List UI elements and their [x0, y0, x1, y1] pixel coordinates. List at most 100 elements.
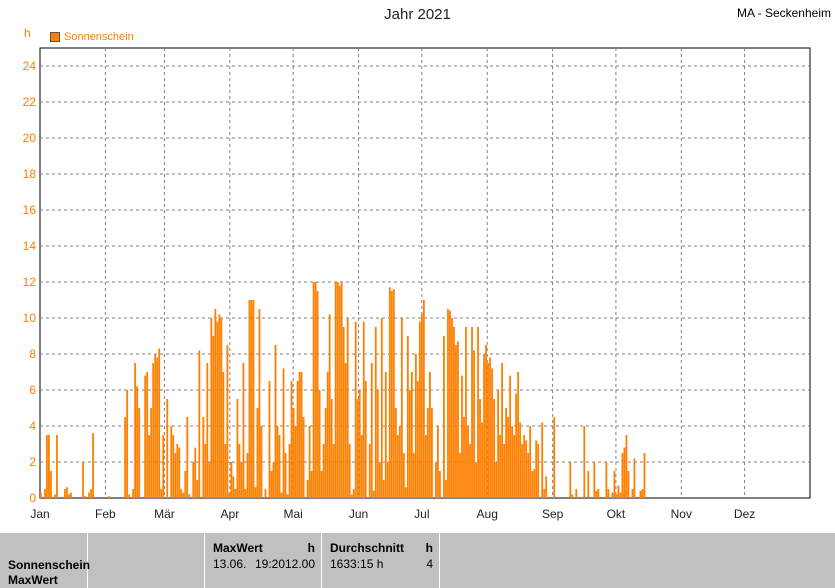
- bar-day-248: [535, 440, 538, 498]
- bar-day-160: [358, 390, 361, 498]
- legend-swatch: [50, 32, 60, 42]
- bar-day-287: [613, 471, 616, 498]
- bar-day-143: [324, 408, 327, 498]
- bar-day-159: [356, 399, 359, 498]
- bar-day-128: [294, 426, 297, 498]
- bar-day-70: [178, 447, 181, 498]
- bar-day-199: [437, 426, 439, 498]
- bar-day-1: [40, 492, 42, 498]
- bar-day-68: [174, 453, 177, 498]
- bar-day-158: [354, 321, 357, 498]
- bar-day-130: [298, 372, 301, 498]
- x-tick-label: Mai: [283, 507, 303, 521]
- bar-day-134: [306, 480, 309, 498]
- bar-day-278: [595, 490, 598, 498]
- bar-day-69: [176, 444, 179, 498]
- legend-label: Sonnenschein: [64, 31, 134, 43]
- bar-day-251: [541, 422, 544, 498]
- bar-day-105: [248, 300, 251, 498]
- maxwert-date: 13.06.: [213, 557, 247, 571]
- bar-day-206: [451, 318, 453, 498]
- bar-day-212: [463, 417, 465, 498]
- bar-day-214: [467, 426, 469, 498]
- bar-day-174: [386, 462, 389, 498]
- durchschnitt-header: Durchschnitt: [330, 541, 405, 555]
- durchschnitt-unit: h: [425, 541, 433, 555]
- bar-day-104: [246, 453, 249, 498]
- bar-day-140: [318, 390, 321, 498]
- bar-day-64: [166, 399, 169, 498]
- bar-day-103: [244, 489, 247, 498]
- x-tick-label: Mär: [154, 507, 175, 521]
- bar-day-53: [144, 375, 147, 498]
- bar-day-27: [92, 433, 94, 498]
- bar-day-236: [511, 426, 514, 498]
- bar-day-141: [320, 471, 323, 498]
- bar-day-192: [422, 300, 425, 498]
- bar-day-186: [410, 372, 413, 498]
- bar-day-293: [625, 435, 628, 498]
- bar-day-283: [605, 462, 608, 498]
- bar-day-209: [457, 341, 459, 498]
- bar-day-152: [342, 327, 345, 498]
- maxwert-header: MaxWert: [213, 541, 263, 555]
- bar-day-80: [198, 350, 201, 498]
- durchschnitt-value: 1633:15 h: [330, 557, 384, 571]
- y-tick-label: 24: [22, 59, 36, 73]
- bar-day-173: [384, 372, 387, 498]
- bar-day-224: [487, 363, 489, 498]
- bar-day-291: [621, 453, 624, 498]
- bar-day-170: [378, 462, 381, 498]
- durchschnitt-value-2: 4: [426, 557, 433, 571]
- bar-day-44: [126, 390, 129, 498]
- bar-day-163: [364, 381, 367, 498]
- x-tick-label: Apr: [220, 507, 240, 521]
- x-tick-label: Feb: [95, 507, 116, 521]
- bar-day-205: [449, 310, 451, 498]
- bar-day-49: [136, 386, 139, 498]
- bar-day-93: [224, 444, 227, 498]
- y-tick-label: 4: [29, 419, 36, 433]
- bar-day-203: [445, 480, 447, 498]
- bar-day-150: [338, 285, 341, 498]
- bar-day-232: [503, 444, 505, 498]
- bar-day-157: [352, 489, 355, 498]
- bar-day-213: [465, 327, 467, 498]
- bar-day-169: [376, 390, 379, 498]
- bar-day-35: [108, 496, 110, 498]
- y-tick-label: 16: [22, 203, 36, 217]
- x-tick-label: Nov: [670, 507, 692, 521]
- x-tick-label: Jun: [348, 507, 369, 521]
- bar-day-62: [162, 435, 165, 498]
- bar-day-25: [88, 492, 90, 498]
- bar-day-229: [497, 390, 499, 498]
- bar-day-222: [483, 354, 485, 498]
- bar-day-106: [250, 300, 253, 498]
- bar-day-87: [212, 336, 215, 498]
- bar-day-185: [408, 390, 411, 498]
- y-tick-label: 10: [22, 311, 36, 325]
- bar-day-22: [82, 462, 84, 498]
- bar-day-55: [148, 435, 151, 498]
- bar-day-136: [310, 471, 313, 498]
- bar-day-142: [322, 444, 325, 498]
- bar-day-108: [254, 487, 257, 498]
- bar-day-208: [455, 345, 457, 498]
- bar-day-135: [308, 426, 311, 498]
- bar-day-91: [220, 318, 223, 498]
- x-tick-label: Aug: [476, 507, 498, 521]
- bar-day-300: [639, 490, 642, 498]
- bar-day-219: [477, 327, 479, 498]
- bar-day-279: [597, 489, 600, 498]
- bar-day-96: [230, 462, 233, 498]
- bar-day-109: [256, 408, 259, 498]
- bar-day-5: [48, 435, 50, 498]
- bar-day-238: [515, 393, 518, 498]
- bar-day-154: [346, 318, 349, 498]
- bar-day-84: [206, 363, 209, 498]
- bar-day-165: [368, 444, 371, 498]
- bar-day-286: [611, 492, 614, 498]
- bar-day-4: [46, 435, 48, 498]
- bar-day-111: [260, 426, 263, 498]
- bar-day-73: [184, 471, 187, 498]
